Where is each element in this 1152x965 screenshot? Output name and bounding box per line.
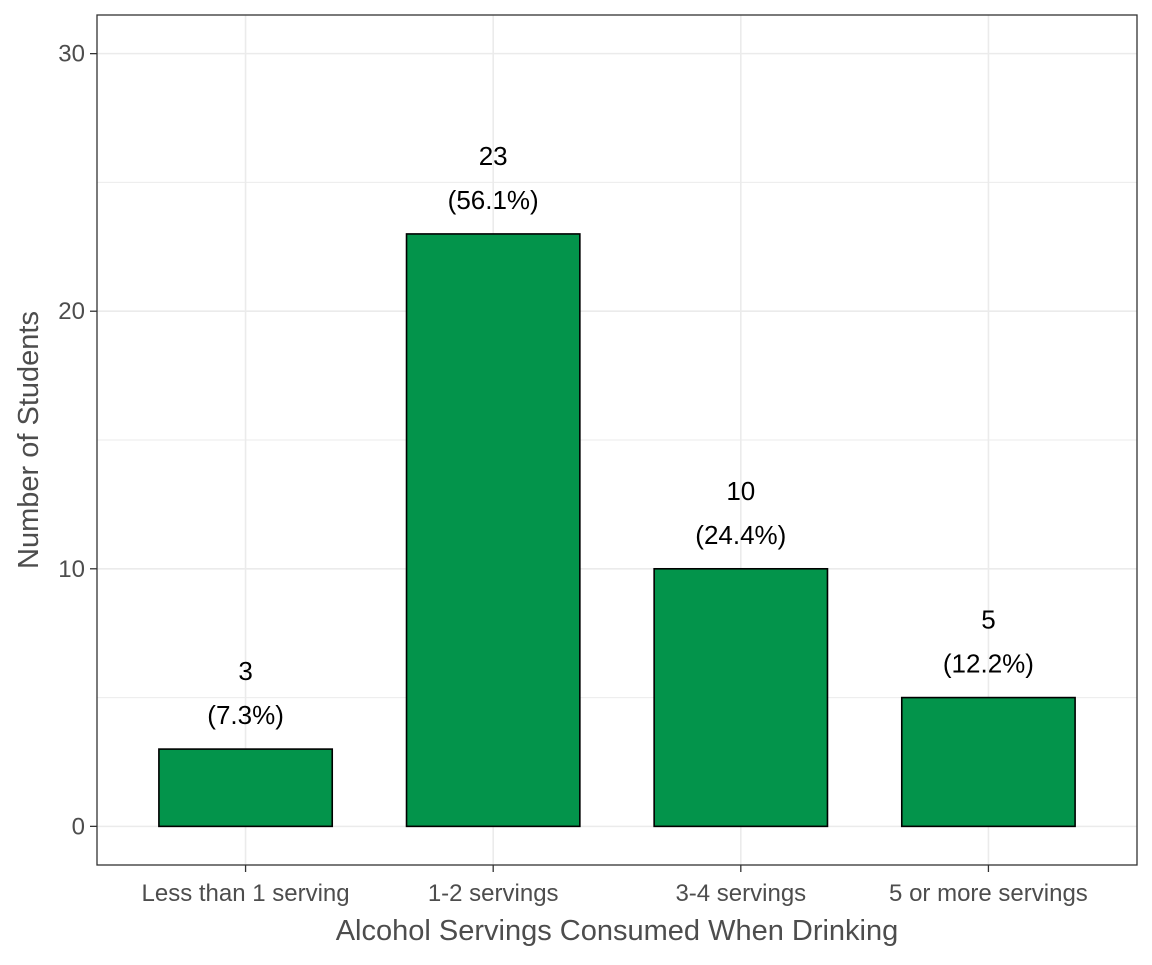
bar-count-label: 3 — [238, 656, 252, 686]
x-tick-label: Less than 1 serving — [142, 880, 350, 907]
bar-percent-label: (12.2%) — [943, 649, 1034, 679]
y-tick-label: 30 — [58, 41, 85, 68]
bar-count-label: 5 — [981, 605, 995, 635]
axes: 0 10 20 30 Less than 1 serving 1-2 servings 3-… — [58, 41, 1088, 907]
y-tick-label: 20 — [58, 298, 85, 325]
bar-count-label: 10 — [726, 476, 755, 506]
bar — [405, 233, 581, 828]
bars — [158, 233, 1076, 828]
y-tick-label: 10 — [58, 556, 85, 583]
panel-border — [96, 14, 1138, 866]
x-tick-label: 1-2 servings — [428, 880, 559, 907]
bar — [158, 748, 334, 828]
bar-count-label: 23 — [479, 141, 508, 171]
x-axis-title: Alcohol Servings Consumed When Drinking — [336, 915, 899, 947]
bar-percent-label: (56.1%) — [448, 185, 539, 215]
bar — [900, 696, 1076, 828]
bar-percent-label: (7.3%) — [207, 700, 284, 730]
bar-data-labels: 3 (7.3%) 23 (56.1%) 10 (24.4%) 5 (12.2%) — [207, 141, 1034, 730]
y-tick-label: 0 — [72, 813, 85, 840]
bar — [653, 567, 829, 828]
bar-percent-label: (24.4%) — [695, 520, 786, 550]
y-axis-title: Number of Students — [13, 311, 45, 569]
x-tick-label: 3-4 servings — [675, 880, 806, 907]
x-tick-label: 5 or more servings — [889, 880, 1088, 907]
